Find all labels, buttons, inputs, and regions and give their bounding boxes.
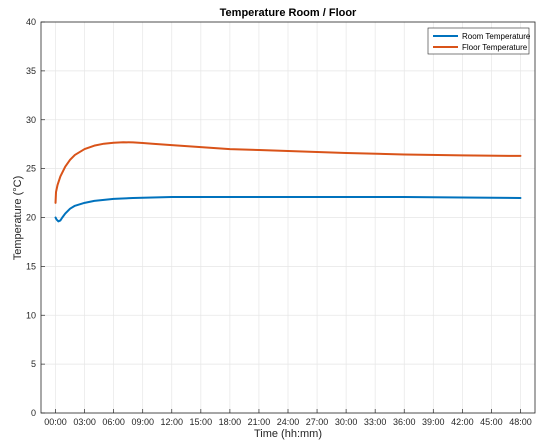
- series-line-room-temperature: [54, 195, 522, 223]
- legend-label-room-temperature: Room Temperature: [462, 32, 531, 41]
- y-tick-label: 0: [31, 408, 36, 418]
- legend-label-floor-temperature: Floor Temperature: [462, 43, 528, 52]
- x-axis-title: Time (hh:mm): [254, 428, 322, 440]
- y-tick-label: 15: [26, 261, 36, 271]
- x-tick-label: 30:00: [335, 417, 358, 427]
- x-tick-label: 12:00: [160, 417, 183, 427]
- y-tick-label: 20: [26, 213, 36, 223]
- y-tick-label: 35: [26, 66, 36, 76]
- x-tick-label: 15:00: [190, 417, 213, 427]
- x-tick-label: 18:00: [219, 417, 242, 427]
- y-tick-label: 10: [26, 310, 36, 320]
- tick-labels: 0 5 10 15 20 25 30 35 40 00:00 03:00 06:00 09:00 12:0…: [26, 17, 532, 427]
- x-tick-label: 27:00: [306, 417, 329, 427]
- ticks: [41, 21, 521, 414]
- x-tick-label: 36:00: [393, 417, 416, 427]
- y-tick-label: 25: [26, 164, 36, 174]
- x-tick-label: 06:00: [102, 417, 125, 427]
- y-tick-label: 5: [31, 359, 36, 369]
- x-tick-label: 21:00: [248, 417, 271, 427]
- legend: Room Temperature Floor Temperature: [427, 27, 531, 55]
- x-tick-label: 42:00: [451, 417, 474, 427]
- x-tick-label: 33:00: [364, 417, 387, 427]
- grid: [41, 21, 535, 414]
- x-tick-label: 03:00: [73, 417, 96, 427]
- x-tick-label: 00:00: [44, 417, 67, 427]
- x-tick-label: 39:00: [422, 417, 445, 427]
- series-line-floor-temperature: [54, 141, 522, 204]
- series-group: [54, 141, 522, 223]
- chart-title: Temperature Room / Floor: [220, 7, 357, 19]
- x-tick-label: 48:00: [509, 417, 532, 427]
- x-tick-label: 09:00: [131, 417, 154, 427]
- y-tick-label: 30: [26, 115, 36, 125]
- y-tick-label: 40: [26, 17, 36, 27]
- x-tick-label: 24:00: [277, 417, 300, 427]
- y-axis-title: Temperature (°C): [12, 176, 24, 260]
- x-tick-label: 45:00: [480, 417, 503, 427]
- legend-box: [427, 27, 530, 55]
